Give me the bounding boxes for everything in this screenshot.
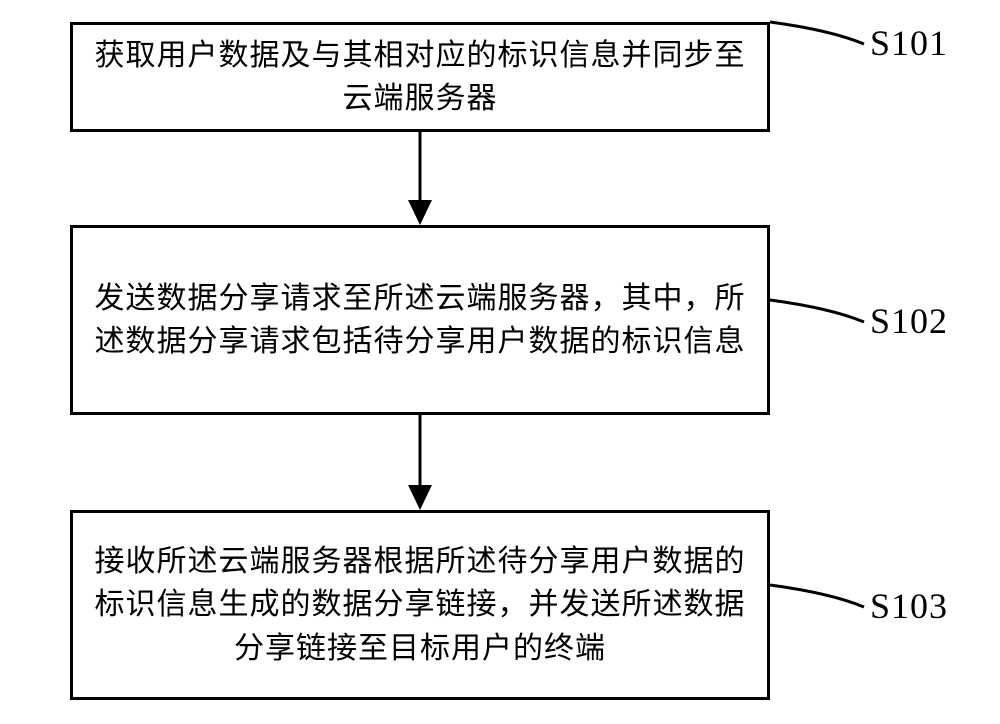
flowchart-canvas: 获取用户数据及与其相对应的标识信息并同步至云端服务器 S101 发送数据分享请求…	[0, 0, 1000, 724]
flow-node-text: 发送数据分享请求至所述云端服务器，其中，所述数据分享请求包括待分享用户数据的标识…	[91, 277, 749, 364]
flow-node-s103: 接收所述云端服务器根据所述待分享用户数据的标识信息生成的数据分享链接，并发送所述…	[70, 510, 770, 700]
step-label-s102: S102	[870, 300, 948, 342]
step-label-s101: S101	[870, 22, 948, 64]
flow-node-text: 接收所述云端服务器根据所述待分享用户数据的标识信息生成的数据分享链接，并发送所述…	[91, 540, 749, 671]
flow-node-text: 获取用户数据及与其相对应的标识信息并同步至云端服务器	[91, 34, 749, 121]
flow-node-s101: 获取用户数据及与其相对应的标识信息并同步至云端服务器	[70, 22, 770, 132]
step-label-s103: S103	[870, 585, 948, 627]
flow-node-s102: 发送数据分享请求至所述云端服务器，其中，所述数据分享请求包括待分享用户数据的标识…	[70, 225, 770, 415]
